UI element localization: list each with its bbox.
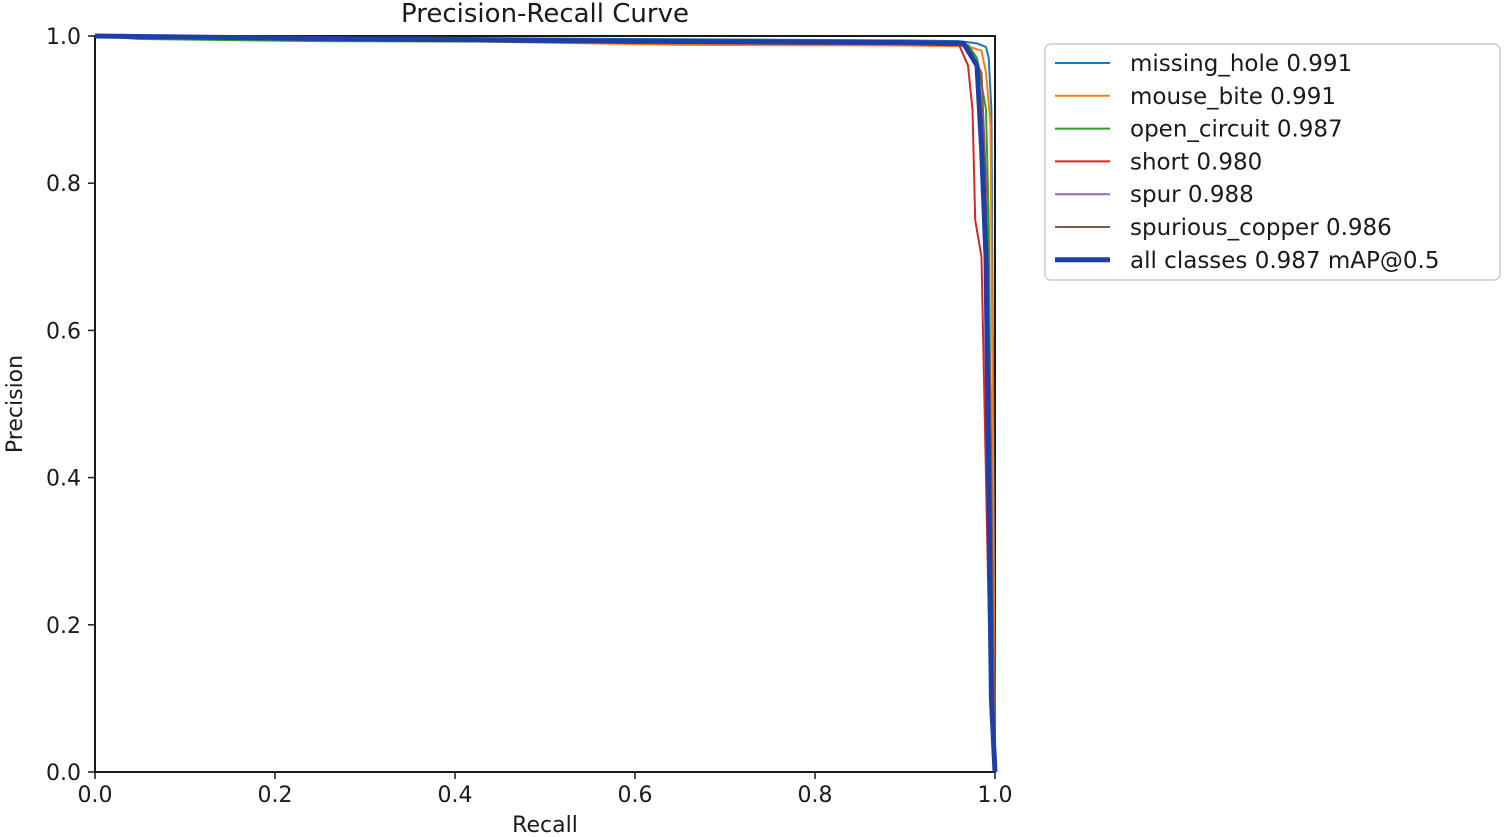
x-tick-label: 0.0: [78, 783, 113, 808]
x-tick-label: 1.0: [978, 783, 1013, 808]
series-layer: [94, 33, 998, 773]
y-tick-label: 0.2: [46, 614, 81, 639]
y-tick-label: 0.8: [46, 172, 81, 197]
y-tick-label: 1.0: [46, 25, 81, 50]
legend-label-spurious-copper: spurious_copper 0.986: [1130, 215, 1392, 241]
y-tick-label: 0.0: [46, 761, 81, 786]
plot-area: [94, 35, 996, 773]
y-tick-label: 0.4: [46, 467, 81, 492]
x-tick-label: 0.2: [258, 783, 293, 808]
y-tick-label: 0.6: [46, 319, 81, 344]
legend-label-all: all classes 0.987 mAP@0.5: [1130, 248, 1439, 274]
legend-label-spur: spur 0.988: [1130, 182, 1254, 208]
legend-label-missing-hole: missing_hole 0.991: [1130, 51, 1352, 77]
y-axis-title: Precision: [3, 355, 28, 453]
x-axis: 0.0 0.2 0.4 0.6 0.8 1.0: [78, 772, 1013, 808]
y-axis: 0.0 0.2 0.4 0.6 0.8 1.0: [46, 25, 95, 786]
legend-label-open-circuit: open_circuit 0.987: [1130, 117, 1343, 143]
x-tick-label: 0.4: [438, 783, 473, 808]
legend: missing_hole 0.991 mouse_bite 0.991 open_c…: [1044, 43, 1501, 281]
legend-frame: [1044, 43, 1501, 281]
x-axis-title: Recall: [512, 813, 578, 837]
series-line-all: [94, 33, 998, 773]
legend-label-short: short 0.980: [1130, 149, 1262, 175]
x-tick-label: 0.6: [618, 783, 653, 808]
x-tick-label: 0.8: [798, 783, 833, 808]
legend-label-mouse-bite: mouse_bite 0.991: [1130, 84, 1336, 110]
chart-title: Precision-Recall Curve: [401, 0, 689, 29]
